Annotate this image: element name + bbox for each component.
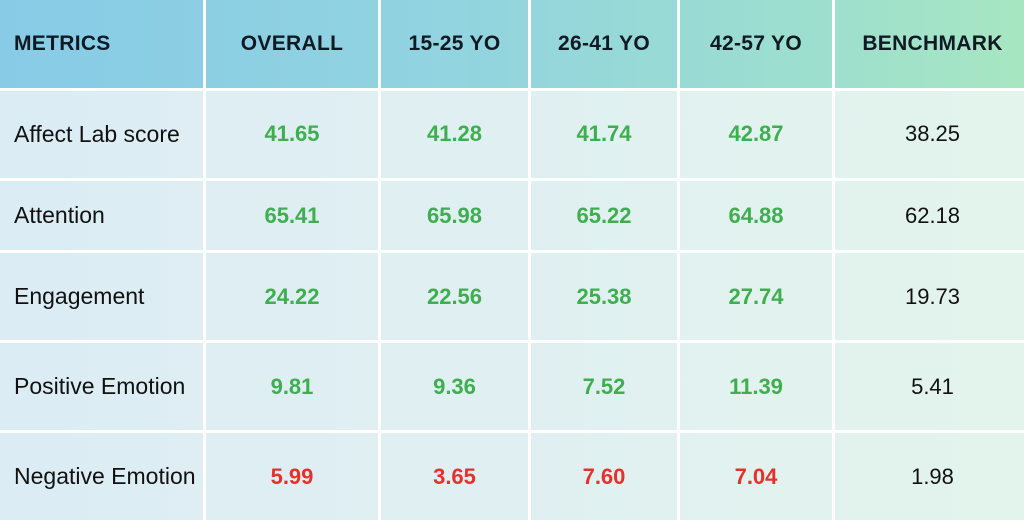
metric-name-cell: Engagement xyxy=(0,253,203,341)
table-row: Negative Emotion 5.99 3.65 7.60 7.04 1.9… xyxy=(0,433,1024,520)
metric-name-cell: Attention xyxy=(0,180,203,251)
header-overall: OVERALL xyxy=(206,0,378,88)
benchmark-cell: 5.41 xyxy=(835,343,1024,431)
value-cell-15-25: 3.65 xyxy=(381,433,528,520)
value-cell-overall: 41.65 xyxy=(206,91,378,178)
value-cell-42-57: 27.74 xyxy=(680,253,832,341)
value-cell-26-41: 7.52 xyxy=(531,343,677,431)
value-cell-26-41: 25.38 xyxy=(531,253,677,341)
value-cell-15-25: 41.28 xyxy=(381,91,528,178)
value-cell-42-57: 64.88 xyxy=(680,180,832,251)
table-row: Attention 65.41 65.98 65.22 64.88 62.18 xyxy=(0,180,1024,251)
benchmark-cell: 1.98 xyxy=(835,433,1024,520)
table-row: Engagement 24.22 22.56 25.38 27.74 19.73 xyxy=(0,253,1024,341)
benchmark-cell: 38.25 xyxy=(835,91,1024,178)
metric-name-cell: Negative Emotion xyxy=(0,433,203,520)
header-age-26-41: 26-41 YO xyxy=(531,0,677,88)
value-cell-26-41: 41.74 xyxy=(531,91,677,178)
value-cell-overall: 24.22 xyxy=(206,253,378,341)
metric-name-cell: Affect Lab score xyxy=(0,91,203,178)
value-cell-overall: 65.41 xyxy=(206,180,378,251)
header-age-15-25: 15-25 YO xyxy=(381,0,528,88)
table-row: Affect Lab score 41.65 41.28 41.74 42.87… xyxy=(0,91,1024,178)
value-cell-15-25: 65.98 xyxy=(381,180,528,251)
value-cell-42-57: 11.39 xyxy=(680,343,832,431)
value-cell-42-57: 42.87 xyxy=(680,91,832,178)
benchmark-cell: 62.18 xyxy=(835,180,1024,251)
value-cell-15-25: 22.56 xyxy=(381,253,528,341)
metric-name-cell: Positive Emotion xyxy=(0,343,203,431)
header-benchmark: BENCHMARK xyxy=(835,0,1024,88)
benchmark-cell: 19.73 xyxy=(835,253,1024,341)
value-cell-overall: 5.99 xyxy=(206,433,378,520)
table-row: Positive Emotion 9.81 9.36 7.52 11.39 5.… xyxy=(0,343,1024,431)
value-cell-15-25: 9.36 xyxy=(381,343,528,431)
header-metrics: METRICS xyxy=(0,0,203,88)
value-cell-26-41: 65.22 xyxy=(531,180,677,251)
value-cell-overall: 9.81 xyxy=(206,343,378,431)
value-cell-26-41: 7.60 xyxy=(531,433,677,520)
value-cell-42-57: 7.04 xyxy=(680,433,832,520)
header-row: METRICS OVERALL 15-25 YO 26-41 YO 42-57 … xyxy=(0,0,1024,88)
header-age-42-57: 42-57 YO xyxy=(680,0,832,88)
